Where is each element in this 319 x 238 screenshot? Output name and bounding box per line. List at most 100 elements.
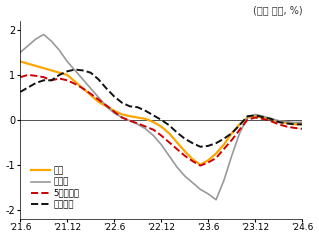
수도권 (222, 179, 226, 182)
기타지방 (42, 79, 46, 82)
수도권 (136, 123, 140, 126)
5개광역시 (230, 139, 234, 141)
기타지방 (269, 118, 273, 120)
5개광역시 (18, 76, 22, 79)
5개광역시 (167, 141, 171, 144)
수도권 (253, 113, 257, 116)
기타지방 (97, 78, 100, 81)
수도권 (230, 154, 234, 157)
5개광역시 (120, 116, 124, 119)
기타지방 (65, 70, 69, 73)
기타지방 (128, 105, 132, 108)
전국 (120, 113, 124, 116)
수도권 (293, 121, 296, 124)
수도권 (167, 154, 171, 157)
전국 (18, 60, 22, 63)
기타지방 (112, 95, 116, 98)
전국 (159, 125, 163, 128)
5개광역시 (97, 98, 100, 101)
5개광역시 (73, 83, 77, 85)
기타지방 (246, 115, 249, 118)
수도권 (198, 188, 202, 191)
수도권 (152, 134, 155, 137)
수도권 (285, 120, 288, 123)
5개광역시 (269, 120, 273, 123)
5개광역시 (159, 134, 163, 137)
전국 (191, 158, 195, 161)
전국 (230, 132, 234, 135)
5개광역시 (144, 125, 147, 128)
전국 (222, 143, 226, 146)
5개광역시 (277, 123, 281, 126)
수도권 (120, 116, 124, 119)
5개광역시 (81, 87, 85, 90)
5개광역시 (183, 154, 187, 157)
기타지방 (136, 106, 140, 109)
기타지방 (49, 79, 53, 82)
전국 (136, 116, 140, 119)
수도권 (300, 121, 304, 124)
수도권 (269, 117, 273, 120)
수도권 (18, 51, 22, 54)
Legend: 전국, 수도권, 5개광역시, 기타지방: 전국, 수도권, 5개광역시, 기타지방 (27, 163, 83, 212)
수도권 (159, 143, 163, 146)
5개광역시 (26, 74, 30, 76)
Line: 기타지방: 기타지방 (20, 69, 302, 147)
기타지방 (277, 121, 281, 124)
5개광역시 (246, 118, 249, 121)
기타지방 (73, 68, 77, 71)
전국 (167, 132, 171, 135)
기타지방 (57, 74, 61, 76)
전국 (104, 105, 108, 108)
수도권 (57, 49, 61, 52)
5개광역시 (191, 160, 195, 163)
기타지방 (285, 122, 288, 125)
전국 (277, 121, 281, 124)
기타지방 (230, 132, 234, 135)
전국 (26, 62, 30, 65)
기타지방 (214, 142, 218, 145)
수도권 (42, 33, 46, 36)
수도권 (144, 127, 147, 130)
전국 (238, 123, 241, 126)
5개광역시 (42, 76, 46, 79)
5개광역시 (89, 92, 93, 95)
기타지방 (198, 145, 202, 148)
수도권 (26, 44, 30, 47)
기타지방 (26, 86, 30, 89)
전국 (97, 100, 100, 103)
전국 (112, 109, 116, 112)
전국 (261, 116, 265, 119)
수도권 (65, 60, 69, 63)
5개광역시 (222, 148, 226, 150)
전국 (175, 141, 179, 144)
전국 (81, 87, 85, 90)
수도권 (261, 115, 265, 118)
기타지방 (81, 69, 85, 72)
전국 (285, 122, 288, 124)
기타지방 (183, 137, 187, 140)
전국 (246, 116, 249, 119)
5개광역시 (34, 74, 38, 77)
Line: 5개광역시: 5개광역시 (20, 75, 302, 166)
5개광역시 (293, 126, 296, 129)
수도권 (238, 132, 241, 135)
수도권 (34, 38, 38, 40)
5개광역시 (206, 161, 210, 164)
전국 (49, 69, 53, 72)
전국 (152, 121, 155, 124)
수도권 (175, 165, 179, 168)
기타지방 (253, 114, 257, 117)
기타지방 (293, 123, 296, 126)
수도권 (97, 96, 100, 99)
수도권 (73, 69, 77, 72)
전국 (42, 67, 46, 70)
전국 (300, 123, 304, 126)
수도권 (128, 119, 132, 122)
5개광역시 (136, 122, 140, 125)
5개광역시 (198, 164, 202, 167)
수도권 (206, 193, 210, 195)
기타지방 (261, 116, 265, 119)
Text: (전월 대비, %): (전월 대비, %) (253, 5, 302, 15)
기타지방 (34, 82, 38, 84)
